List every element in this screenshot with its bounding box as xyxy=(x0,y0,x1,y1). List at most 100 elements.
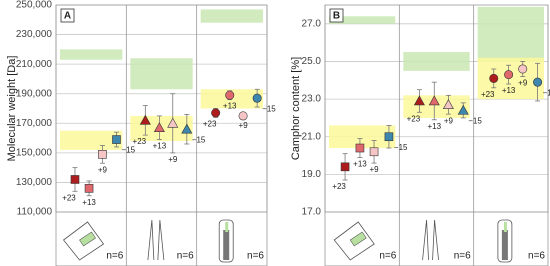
group-label: n=6 xyxy=(528,251,545,262)
sample-icon xyxy=(218,219,234,263)
y-tick-label: 19.0 xyxy=(302,169,322,180)
point-label: +9 xyxy=(98,165,108,174)
data-point xyxy=(181,123,193,134)
icon-shape xyxy=(422,219,439,261)
icon-shape xyxy=(349,231,367,247)
y-tick-label: 170,000 xyxy=(16,118,53,129)
point-label: +23 xyxy=(133,137,147,146)
data-point xyxy=(238,111,248,121)
icon-shape xyxy=(497,219,513,263)
panel-label-box xyxy=(329,8,344,23)
y-tick-label: 190,000 xyxy=(16,88,53,99)
data-point xyxy=(167,117,179,128)
y-tick-label: 21.0 xyxy=(302,131,322,142)
y-tick-label: 17.0 xyxy=(302,207,322,218)
data-point xyxy=(413,95,425,106)
data-point xyxy=(518,64,528,74)
point-label: +13 xyxy=(153,142,167,151)
limit-band xyxy=(200,9,263,23)
data-point xyxy=(442,99,454,110)
y-tick-label: 230,000 xyxy=(16,29,53,40)
icon-shape xyxy=(225,222,229,232)
group-label: n=6 xyxy=(379,251,396,262)
point-label: +13 xyxy=(502,86,516,95)
data-point xyxy=(211,108,221,118)
y-tick-label: 27.0 xyxy=(302,18,322,29)
data-point xyxy=(70,175,80,184)
point-label: +23 xyxy=(62,193,76,202)
data-point xyxy=(428,95,440,106)
icon-shape xyxy=(503,222,507,232)
limit-band xyxy=(130,58,193,90)
point-label: +9 xyxy=(239,121,249,130)
point-label: +9 xyxy=(168,155,178,164)
point-label: +13 xyxy=(223,102,237,111)
data-point xyxy=(489,73,499,83)
group-label: n=6 xyxy=(454,251,471,262)
limit-band xyxy=(477,6,544,62)
sample-icon xyxy=(422,219,439,261)
limit-band xyxy=(60,49,123,60)
data-point xyxy=(153,122,165,133)
sample-icon xyxy=(333,221,375,261)
y-tick-label: 150,000 xyxy=(16,147,53,158)
point-label: +13 xyxy=(353,160,367,169)
icon-shape xyxy=(147,219,165,261)
data-point xyxy=(355,143,365,153)
group-label: n=6 xyxy=(106,251,123,262)
data-point xyxy=(252,93,262,103)
point-label: +13 xyxy=(82,198,96,207)
sample-icon xyxy=(147,219,165,261)
icon-shape xyxy=(333,221,375,261)
data-point xyxy=(225,90,235,100)
point-label: −15 xyxy=(394,143,408,152)
icon-shape xyxy=(501,230,508,260)
y-axis-title: Camphor content [%] xyxy=(290,57,302,160)
point-label: −15 xyxy=(121,146,135,155)
y-tick-label: 110,000 xyxy=(17,207,53,218)
data-point xyxy=(384,132,394,142)
data-point xyxy=(504,70,514,80)
point-label: +23 xyxy=(407,114,421,123)
target-band xyxy=(329,125,396,149)
data-point xyxy=(84,184,94,193)
point-label: −15 xyxy=(192,135,206,144)
point-label: +23 xyxy=(332,182,346,191)
icon-shape xyxy=(79,231,96,247)
point-label: +9 xyxy=(444,116,454,125)
y-tick-label: 250,000 xyxy=(16,0,53,11)
icon-shape xyxy=(62,221,105,261)
point-label: +9 xyxy=(518,79,528,88)
point-label: −15 xyxy=(543,88,550,97)
y-tick-label: 130,000 xyxy=(16,177,53,188)
point-label: −15 xyxy=(468,116,482,125)
point-label: +13 xyxy=(427,122,441,131)
panel-label: B xyxy=(333,11,340,22)
data-point xyxy=(340,162,350,172)
sample-icon xyxy=(497,219,513,263)
y-tick-label: 25.0 xyxy=(302,56,322,67)
panel-label: A xyxy=(64,11,71,22)
icon-shape xyxy=(223,230,230,260)
point-label: −15 xyxy=(262,104,276,113)
y-tick-label: 210,000 xyxy=(16,59,53,70)
group-label: n=6 xyxy=(177,251,194,262)
data-point xyxy=(369,147,379,157)
point-label: +23 xyxy=(203,119,217,128)
icon-shape xyxy=(218,219,234,263)
y-tick-label: 23.0 xyxy=(302,94,322,105)
point-label: +23 xyxy=(481,90,495,99)
data-point xyxy=(112,135,121,144)
point-label: +9 xyxy=(369,165,379,174)
data-point xyxy=(533,77,543,87)
y-axis-title: Molecular weight [Da] xyxy=(6,56,18,162)
panel-label-box xyxy=(60,8,75,23)
data-point xyxy=(139,114,151,125)
data-point xyxy=(98,150,107,159)
limit-band xyxy=(403,52,470,71)
group-label: n=6 xyxy=(247,251,264,262)
sample-icon xyxy=(62,221,105,261)
target-band xyxy=(60,130,123,150)
limit-band xyxy=(329,16,396,24)
